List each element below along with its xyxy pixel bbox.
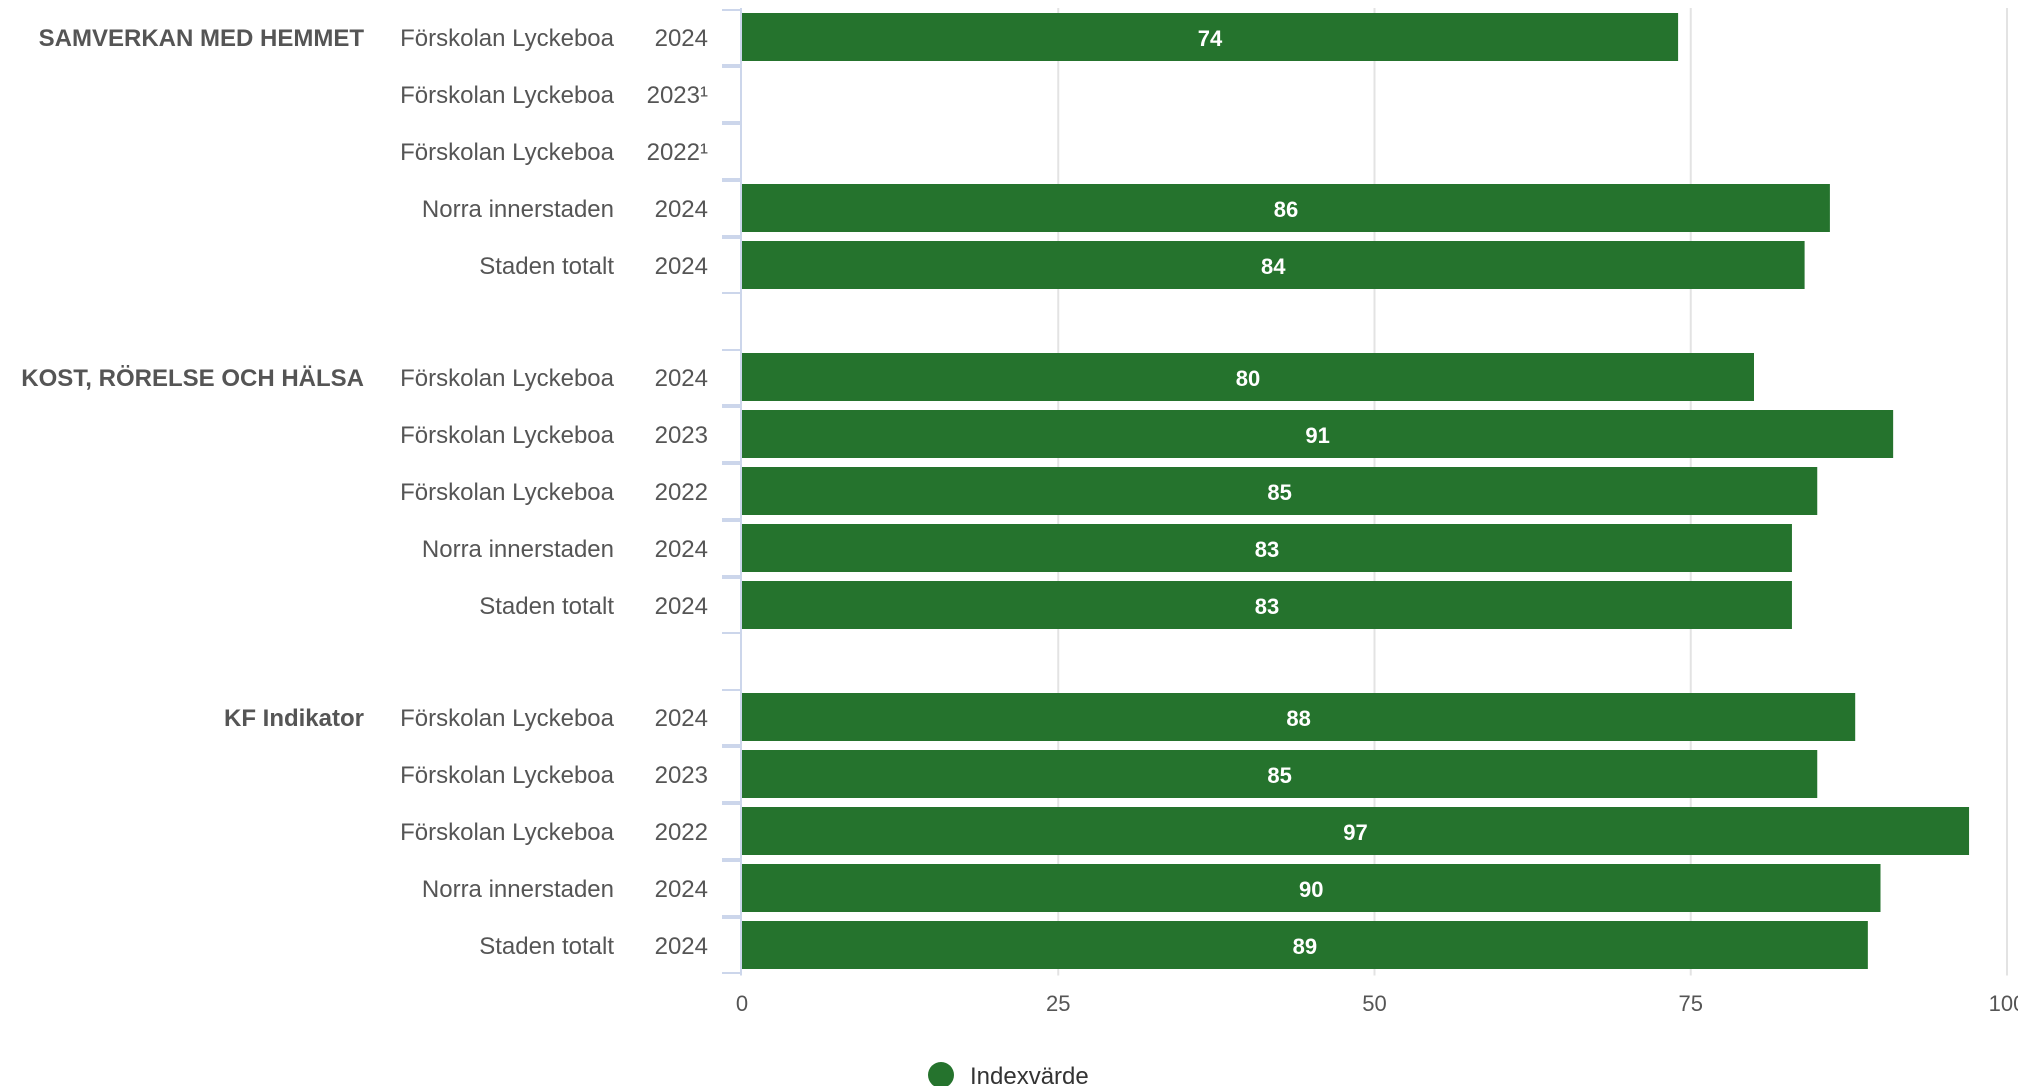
data-label: 85 [1267, 480, 1291, 505]
data-label: 83 [1255, 537, 1279, 562]
category-label: Förskolan Lyckeboa [400, 82, 615, 109]
year-label: 2022¹ [647, 139, 708, 166]
bar[interactable] [742, 467, 1818, 515]
year-label: 2023¹ [647, 82, 708, 109]
bar[interactable] [742, 241, 1805, 289]
category-label: Staden totalt [479, 593, 614, 620]
category-label: Norra innerstaden [422, 196, 614, 223]
bar[interactable] [742, 184, 1830, 232]
category-label: Norra innerstaden [422, 876, 614, 903]
year-label: 2022 [655, 479, 708, 506]
year-label: 2024 [655, 705, 708, 732]
data-label: 86 [1274, 197, 1298, 222]
bar[interactable] [742, 807, 1970, 855]
category-label: Förskolan Lyckeboa [400, 819, 615, 846]
bar[interactable] [742, 524, 1792, 572]
data-label: 97 [1343, 820, 1367, 845]
category-label: Norra innerstaden [422, 536, 614, 563]
data-label: 85 [1267, 763, 1291, 788]
bar[interactable] [742, 864, 1881, 912]
category-label: Staden totalt [479, 253, 614, 280]
group-label: KF Indikator [224, 705, 364, 732]
year-label: 2024 [655, 25, 708, 52]
x-tick-label: 75 [1679, 991, 1703, 1016]
year-label: 2024 [655, 876, 708, 903]
data-label: 74 [1198, 26, 1223, 51]
year-label: 2022 [655, 819, 708, 846]
data-label: 91 [1305, 423, 1329, 448]
year-label: 2024 [655, 593, 708, 620]
bar[interactable] [742, 13, 1679, 61]
bar[interactable] [742, 410, 1894, 458]
year-label: 2024 [655, 196, 708, 223]
category-label: Förskolan Lyckeboa [400, 479, 615, 506]
category-label: Staden totalt [479, 933, 614, 960]
year-label: 2024 [655, 933, 708, 960]
data-label: 89 [1293, 934, 1317, 959]
data-label: 88 [1286, 706, 1310, 731]
category-label: Förskolan Lyckeboa [400, 422, 615, 449]
x-tick-label: 0 [736, 991, 748, 1016]
year-label: 2023 [655, 422, 708, 449]
year-label: 2024 [655, 365, 708, 392]
category-label: Förskolan Lyckeboa [400, 139, 615, 166]
year-label: 2024 [655, 536, 708, 563]
bar[interactable] [742, 693, 1856, 741]
bar[interactable] [742, 581, 1792, 629]
data-label: 90 [1299, 877, 1323, 902]
category-label: Förskolan Lyckeboa [400, 365, 615, 392]
category-label: Förskolan Lyckeboa [400, 25, 615, 52]
data-label: 80 [1236, 366, 1260, 391]
group-label: SAMVERKAN MED HEMMET [39, 25, 365, 52]
category-label: Förskolan Lyckeboa [400, 705, 615, 732]
x-tick-label: 100 [1989, 991, 2018, 1016]
year-label: 2023 [655, 762, 708, 789]
year-label: 2024 [655, 253, 708, 280]
data-label: 83 [1255, 594, 1279, 619]
data-label: 84 [1261, 254, 1286, 279]
category-label: Förskolan Lyckeboa [400, 762, 615, 789]
bar[interactable] [742, 921, 1868, 969]
x-tick-label: 50 [1362, 991, 1386, 1016]
bar[interactable] [742, 353, 1754, 401]
legend-marker[interactable] [928, 1062, 954, 1088]
bar[interactable] [742, 750, 1818, 798]
x-tick-label: 25 [1046, 991, 1070, 1016]
group-label: KOST, RÖRELSE OCH HÄLSA [21, 365, 364, 392]
legend-label[interactable]: Indexvärde [970, 1063, 1089, 1090]
